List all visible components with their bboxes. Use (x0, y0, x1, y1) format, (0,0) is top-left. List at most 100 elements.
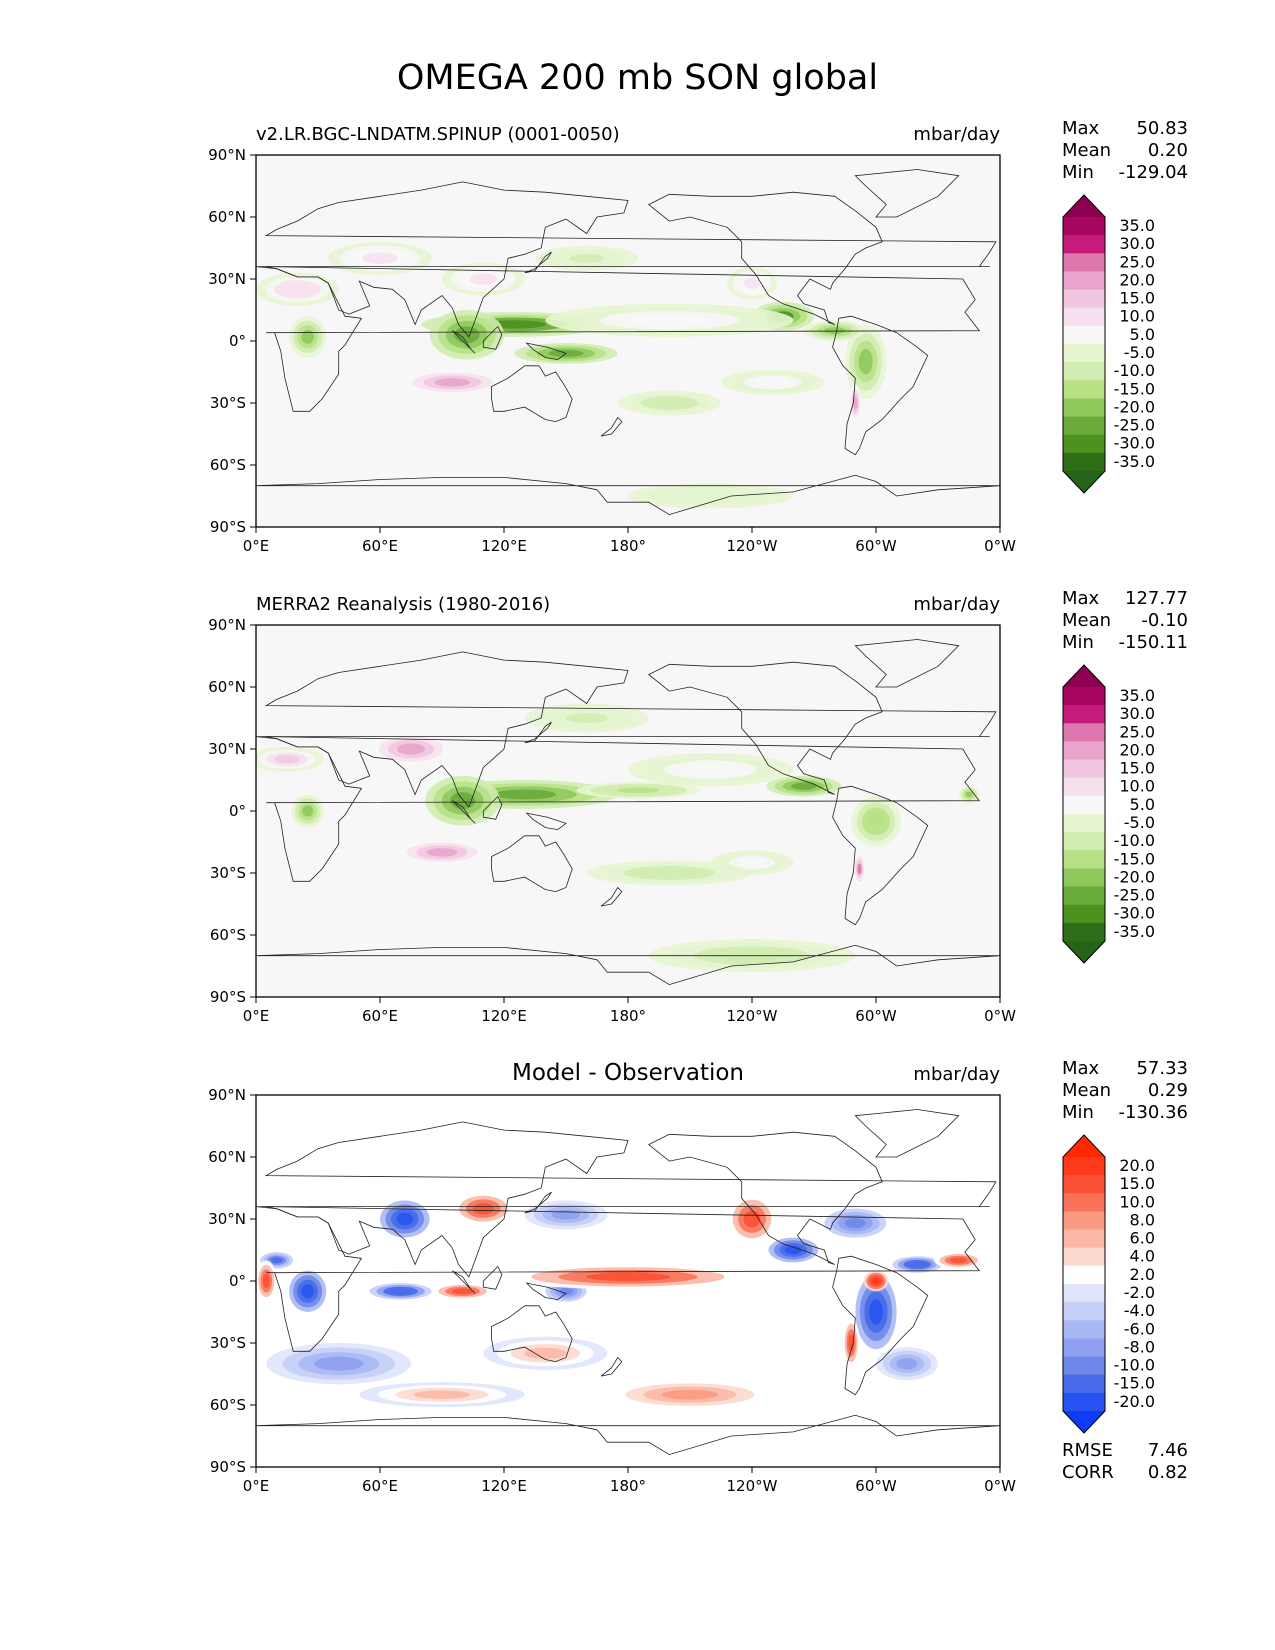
colorbar-bin (1063, 1265, 1105, 1285)
colorbar-extend-top (1063, 665, 1105, 687)
field-contour (569, 254, 605, 263)
coastlines (256, 169, 1000, 516)
x-tick-label: 180° (610, 1007, 646, 1025)
y-tick-label: 90°S (210, 518, 246, 536)
colorbar-extend-bottom (1063, 471, 1105, 493)
field-contour (452, 1288, 474, 1295)
stat-value: -130.36 (1118, 1102, 1188, 1123)
colorbar-label: 15.0 (1119, 759, 1155, 778)
field-contour (908, 1261, 926, 1268)
colorbar-bin (1063, 344, 1105, 363)
field-contour (737, 858, 767, 867)
colorbar-bin (1063, 1392, 1105, 1412)
coastline (491, 835, 573, 893)
colorbar-label: -15.0 (1114, 379, 1155, 398)
field-contour (469, 273, 498, 285)
coastline (854, 639, 960, 688)
colorbar-label: -35.0 (1114, 922, 1155, 941)
colorbar-label: -20.0 (1114, 867, 1155, 886)
field-contour (314, 1356, 364, 1371)
field-contour (271, 1257, 283, 1264)
colorbar-label: 6.0 (1130, 1229, 1155, 1248)
colorbar-1: 35.030.025.020.015.010.05.0-5.0-10.0-15.… (1062, 194, 1155, 494)
coastline (524, 251, 552, 274)
field-contour (565, 713, 608, 723)
field-contour (755, 378, 791, 387)
y-tick-label: 90°N (208, 616, 246, 634)
colorbar-label: -15.0 (1114, 849, 1155, 868)
x-tick-label: 0°W (984, 537, 1016, 555)
y-tick-label: 60°S (210, 1396, 246, 1414)
stat-label: Min (1062, 632, 1094, 653)
x-tick-label: 120°E (481, 1007, 527, 1025)
coastline (600, 886, 623, 907)
colorbar-bin (1063, 741, 1105, 761)
field-contour (661, 1389, 719, 1400)
coastline (256, 474, 1000, 516)
colorbar-bin (1063, 289, 1105, 309)
colorbar-label: -10.0 (1114, 361, 1155, 380)
coastline (525, 342, 567, 361)
colorbar-bin (1063, 398, 1105, 418)
field-contour (302, 805, 314, 817)
panel2-stats: Max 127.77 Mean -0.10 Min -150.11 (1062, 588, 1188, 654)
field-contour (472, 1203, 494, 1215)
y-tick-label: 90°N (208, 146, 246, 164)
colorbar-bin (1063, 1175, 1105, 1194)
panel3-title: Model - Observation (511, 1060, 745, 1086)
colorbar-label: 5.0 (1130, 795, 1155, 814)
stat-label: Max (1062, 1058, 1100, 1079)
stat-label: Min (1062, 162, 1094, 183)
x-tick-label: 0°E (243, 1477, 270, 1495)
colorbar-2: 35.030.025.020.015.010.05.0-5.0-10.0-15.… (1062, 664, 1155, 964)
y-tick-label: 60°S (210, 456, 246, 474)
colorbar-label: 25.0 (1119, 252, 1155, 271)
colorbar-bin (1063, 325, 1105, 345)
x-tick-label: 180° (610, 537, 646, 555)
colorbar-label: 30.0 (1119, 704, 1155, 723)
colorbar-label: -10.0 (1114, 1356, 1155, 1375)
field-contour (434, 378, 470, 387)
colorbar-bin (1063, 759, 1105, 779)
field-contour (784, 1245, 802, 1255)
stat-label: Max (1062, 118, 1100, 139)
colorbar-label: 15.0 (1119, 289, 1155, 308)
colorbar-extend-bottom (1063, 1411, 1105, 1433)
figure-title: OMEGA 200 mb SON global (396, 58, 879, 98)
field-contour (853, 396, 858, 410)
colorbar-bin (1063, 886, 1105, 906)
stat-label: Mean (1062, 1080, 1112, 1101)
x-tick-label: 0°E (243, 537, 270, 555)
x-tick-label: 60°W (855, 537, 897, 555)
field-contour (651, 398, 687, 408)
metric-value: 0.82 (1147, 1462, 1188, 1483)
field-contour (844, 1218, 866, 1229)
colorbar-label: 10.0 (1119, 1192, 1155, 1211)
field-contour (858, 349, 873, 375)
field-contour (965, 791, 973, 798)
field-contour (617, 787, 660, 794)
x-tick-label: 180° (610, 1477, 646, 1495)
colorbar-extend-bottom (1063, 941, 1105, 963)
field-contour (390, 1288, 412, 1295)
y-tick-label: 30°S (210, 1334, 246, 1352)
y-tick-label: 30°S (210, 864, 246, 882)
colorbar-label: -25.0 (1114, 886, 1155, 905)
colorbar-bin (1063, 904, 1105, 924)
colorbar-label: -10.0 (1114, 831, 1155, 850)
colorbar-label: 5.0 (1130, 325, 1155, 344)
map-panel-3: 0°E 60°E 120°E 180° 120°W 60°W 0°W 90°N 60°N 30°N… (208, 1086, 1016, 1495)
coastline (491, 1305, 573, 1363)
coastline (854, 169, 960, 218)
colorbar-bin (1063, 307, 1105, 327)
colorbar-label: 20.0 (1119, 270, 1155, 289)
coastline (491, 365, 573, 423)
coastline (256, 651, 997, 808)
colorbar-bin (1063, 814, 1105, 833)
x-tick-label: 60°E (362, 537, 398, 555)
map-panel-1: 0°E 60°E 120°E 180° 120°W 60°W 0°W 90°N 60°N 30°N… (208, 146, 1016, 555)
coastline (452, 330, 476, 354)
coastline (647, 661, 883, 795)
x-tick-label: 0°E (243, 1007, 270, 1025)
colorbar-bin (1063, 795, 1105, 815)
